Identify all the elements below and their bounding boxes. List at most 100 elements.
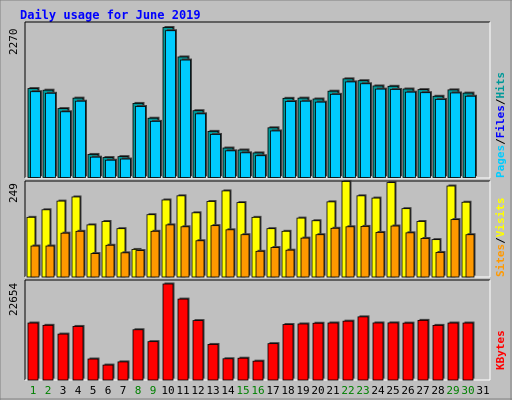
day-label-18: 18 xyxy=(281,384,294,397)
legend-kbytes: KBytes xyxy=(494,330,507,370)
visits-panel-bar-sites-day-24 xyxy=(375,232,385,278)
day-label-11: 11 xyxy=(176,384,189,397)
hits-panel-bar-files-day-30 xyxy=(465,95,476,178)
visits-panel-bar-sites-day-12 xyxy=(195,240,205,278)
kbytes-panel-bar-day-19 xyxy=(297,323,309,381)
hits-panel-bar-files-day-21 xyxy=(330,93,341,178)
hits-panel-bar-files-day-10 xyxy=(165,30,176,178)
hits-panel-bar-files-day-18 xyxy=(285,101,296,178)
hits-panel-bar-files-day-7 xyxy=(120,158,131,178)
kbytes-panel-bar-day-9 xyxy=(147,341,159,381)
hits-panel-bar-files-day-14 xyxy=(225,150,236,178)
hits-panel-bar-files-day-23 xyxy=(360,83,371,178)
kbytes-panel-bar-day-24 xyxy=(372,322,384,381)
hits-panel-bar-files-day-2 xyxy=(45,92,56,178)
day-label-4: 4 xyxy=(75,384,82,397)
kbytes-panel-bar-day-27 xyxy=(417,319,429,381)
hits-panel-bar-files-day-29 xyxy=(450,92,461,178)
visits-panel-bar-sites-day-19 xyxy=(300,237,310,278)
visits-panel-bar-sites-day-8 xyxy=(135,250,145,278)
visits-panel-bar-sites-day-4 xyxy=(75,230,85,278)
visits-panel-bar-sites-day-16 xyxy=(255,250,265,278)
kbytes-panel-bar-day-12 xyxy=(192,320,204,381)
visits-panel-bar-sites-day-26 xyxy=(405,232,415,278)
kbytes-legend: KBytes xyxy=(494,330,507,370)
kbytes-panel xyxy=(24,279,491,381)
kbytes-panel-bar-day-30 xyxy=(462,322,474,381)
hits-max-label: 2270 xyxy=(7,29,20,56)
kbytes-panel-bar-day-17 xyxy=(267,343,279,381)
visits-panel-bar-sites-day-25 xyxy=(390,225,400,278)
day-label-21: 21 xyxy=(326,384,339,397)
svg-text:Pages/Files/Hits: Pages/Files/Hits xyxy=(494,72,507,178)
visits-panel-bar-sites-day-1 xyxy=(30,245,40,278)
hits-panel-bar-files-day-4 xyxy=(75,100,86,178)
day-label-19: 19 xyxy=(296,384,309,397)
kbytes-panel-bar-day-29 xyxy=(447,322,459,381)
x-axis-day-labels: 1 2 3 4 5 6 7 8 9 10 11 12 13 14 15 16 17 18 19 20 21 22 23 24 2… xyxy=(30,384,490,397)
hits-panel-bar-files-day-5 xyxy=(90,156,101,178)
hits-panel-bar-files-day-27 xyxy=(420,92,431,178)
kbytes-panel-bar-day-8 xyxy=(132,329,144,381)
kbytes-panel-bar-day-11 xyxy=(177,298,189,381)
visits-panel-bar-sites-day-29 xyxy=(450,219,460,278)
day-label-26: 26 xyxy=(401,384,414,397)
kbytes-panel-bar-day-15 xyxy=(237,357,249,381)
day-label-24: 24 xyxy=(371,384,385,397)
hits-panel-bar-files-day-28 xyxy=(435,99,446,178)
kbytes-panel-bar-day-16 xyxy=(252,360,264,381)
day-label-8: 8 xyxy=(135,384,142,397)
hits-panel-bar-files-day-3 xyxy=(60,111,71,178)
kbytes-max-label: 22654 xyxy=(7,283,20,316)
legend-pages: Pages xyxy=(494,145,507,178)
hits-panel-bar-files-day-11 xyxy=(180,59,191,178)
day-label-13: 13 xyxy=(206,384,219,397)
kbytes-panel-bar-day-23 xyxy=(357,316,369,381)
day-label-3: 3 xyxy=(60,384,67,397)
legend-files: Files xyxy=(494,105,507,138)
hits-panel xyxy=(24,21,491,179)
legend-hits: Hits xyxy=(494,72,507,99)
day-label-14: 14 xyxy=(221,384,235,397)
day-label-30: 30 xyxy=(461,384,474,397)
day-label-9: 9 xyxy=(150,384,157,397)
hits-panel-bar-files-day-24 xyxy=(375,88,386,178)
visits-panel-bar-sites-day-27 xyxy=(420,238,430,278)
kbytes-panel-bar-day-4 xyxy=(72,326,84,381)
hits-panel-bar-files-day-9 xyxy=(150,120,161,178)
day-label-5: 5 xyxy=(90,384,97,397)
hits-panel-bar-files-day-25 xyxy=(390,89,401,178)
visits-panel-bar-sites-day-23 xyxy=(360,226,370,278)
hits-panel-bar-files-day-16 xyxy=(255,155,266,178)
visits-max-label: 249 xyxy=(7,183,20,203)
day-label-7: 7 xyxy=(120,384,127,397)
visits-panel-bar-sites-day-28 xyxy=(435,252,445,278)
visits-legend: Sites/Visits xyxy=(494,198,507,278)
hits-panel-bar-files-day-1 xyxy=(30,91,41,178)
visits-panel-bar-sites-day-3 xyxy=(60,232,70,278)
kbytes-panel-bar-day-22 xyxy=(342,320,354,381)
day-label-25: 25 xyxy=(386,384,399,397)
kbytes-panel-bar-day-7 xyxy=(117,361,129,381)
hits-panel-bar-files-day-13 xyxy=(210,134,221,178)
kbytes-panel-bar-day-28 xyxy=(432,324,444,381)
day-label-16: 16 xyxy=(251,384,264,397)
day-label-2: 2 xyxy=(45,384,52,397)
kbytes-panel-bar-day-3 xyxy=(57,333,69,381)
day-label-23: 23 xyxy=(356,384,369,397)
svg-text:Sites/Visits: Sites/Visits xyxy=(494,198,507,278)
kbytes-panel-bar-day-21 xyxy=(327,322,339,381)
hits-panel-bar-files-day-26 xyxy=(405,91,416,178)
day-label-6: 6 xyxy=(105,384,112,397)
visits-panel-bar-sites-day-17 xyxy=(270,247,280,278)
visits-panel-bar-sites-day-20 xyxy=(315,234,325,278)
hits-legend: Pages/Files/Hits xyxy=(494,72,507,178)
kbytes-panel-bar-day-20 xyxy=(312,322,324,381)
hits-panel-bar-files-day-12 xyxy=(195,113,206,178)
kbytes-panel-bar-day-18 xyxy=(282,324,294,381)
day-label-17: 17 xyxy=(266,384,279,397)
day-label-1: 1 xyxy=(30,384,37,397)
day-label-28: 28 xyxy=(431,384,444,397)
legend-sites: Sites xyxy=(494,244,507,277)
